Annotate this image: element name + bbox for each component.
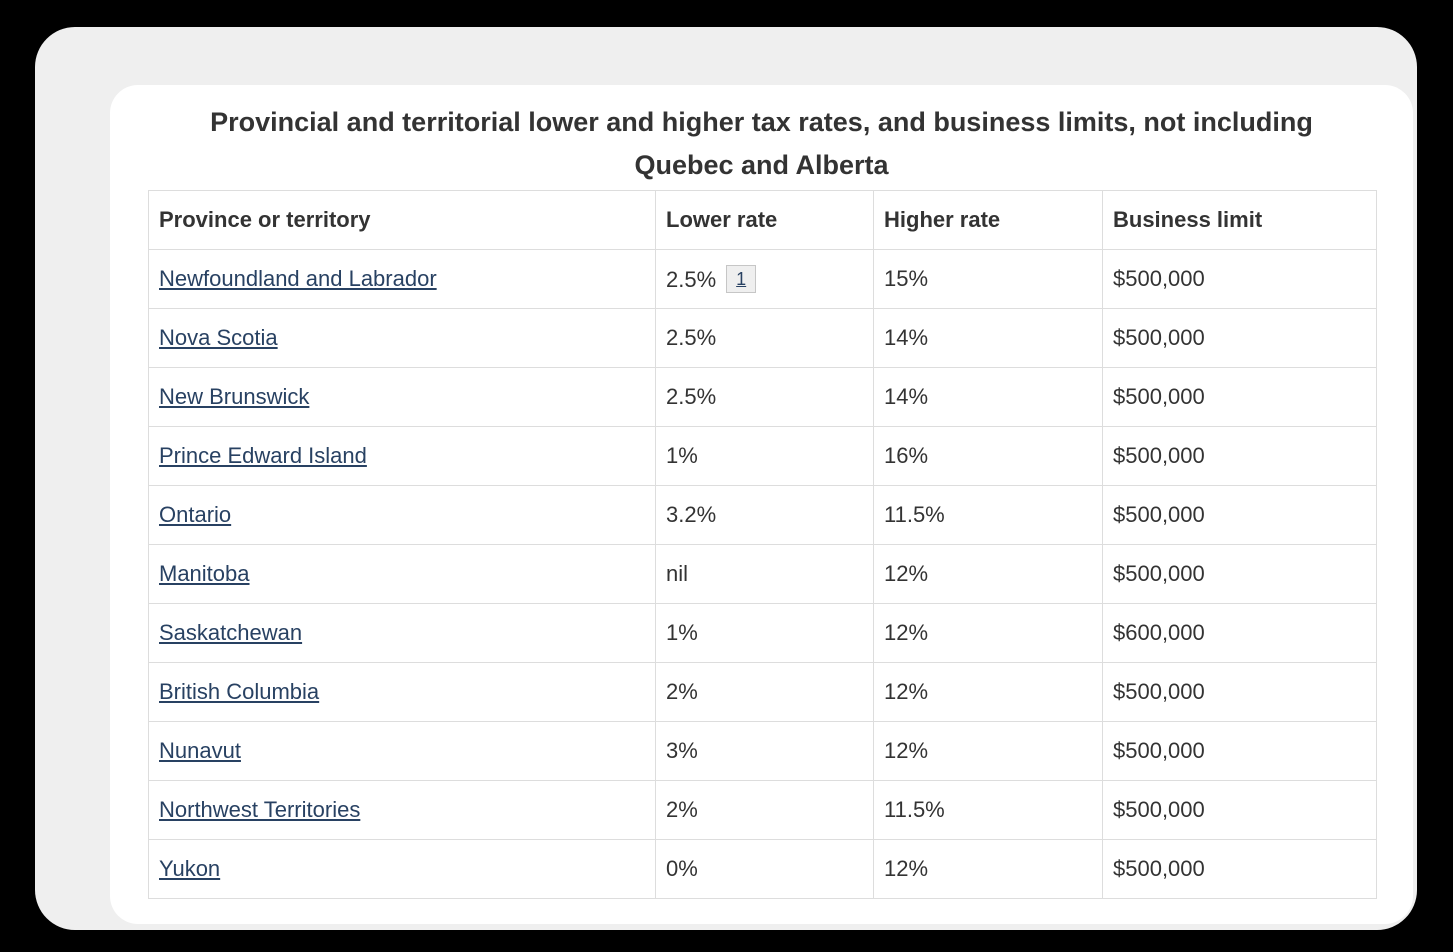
column-header: Lower rate: [655, 190, 874, 250]
table-row: Saskatchewan 1% 12% $600,000: [148, 603, 1377, 663]
lower-rate-cell: 2%: [655, 780, 874, 840]
table-row: Prince Edward Island 1% 16% $500,000: [148, 426, 1377, 486]
province-cell: Ontario: [148, 485, 656, 545]
higher-rate-cell: 15%: [873, 249, 1103, 309]
business-limit-cell: $500,000: [1102, 662, 1377, 722]
business-limit-cell: $500,000: [1102, 367, 1377, 427]
lower-rate-cell: 2.5%: [655, 308, 874, 368]
province-link[interactable]: Nova Scotia: [159, 325, 278, 350]
lower-rate-cell: 2.5%: [655, 367, 874, 427]
province-cell: Saskatchewan: [148, 603, 656, 663]
column-header: Province or territory: [148, 190, 656, 250]
lower-rate-cell: 3.2%: [655, 485, 874, 545]
lower-rate-cell: 1%: [655, 603, 874, 663]
lower-rate-value: 3.2%: [666, 502, 717, 527]
business-limit-cell: $500,000: [1102, 721, 1377, 781]
province-link[interactable]: Yukon: [159, 856, 221, 881]
table-row: Manitoba nil 12% $500,000: [148, 544, 1377, 604]
business-limit-cell: $500,000: [1102, 544, 1377, 604]
lower-rate-value: nil: [666, 561, 689, 586]
lower-rate-cell: 2%: [655, 662, 874, 722]
province-link[interactable]: Manitoba: [159, 561, 250, 586]
lower-rate-value: 2%: [666, 797, 698, 822]
screenshot-panel: Provincial and territorial lower and hig…: [35, 27, 1417, 930]
business-limit-cell: $500,000: [1102, 426, 1377, 486]
province-link[interactable]: New Brunswick: [159, 384, 310, 409]
lower-rate-value: 2.5%: [666, 384, 717, 409]
table-head: Province or territory Lower rate Higher ra…: [148, 190, 1377, 250]
lower-rate-value: 1%: [666, 443, 698, 468]
lower-rate-cell: 0%: [655, 839, 874, 899]
province-link[interactable]: Prince Edward Island: [159, 443, 367, 468]
province-link[interactable]: Newfoundland and Labrador: [159, 266, 437, 291]
higher-rate-cell: 12%: [873, 839, 1103, 899]
table-header-row: Province or territory Lower rate Higher ra…: [148, 190, 1377, 250]
footnote-link[interactable]: 1: [736, 269, 747, 289]
province-link[interactable]: Nunavut: [159, 738, 241, 763]
lower-rate-cell: 1%: [655, 426, 874, 486]
table-row: British Columbia 2% 12% $500,000: [148, 662, 1377, 722]
higher-rate-cell: 12%: [873, 662, 1103, 722]
table-body: Newfoundland and Labrador 2.5% 1 15% $500,00…: [148, 249, 1377, 899]
table-row: Nunavut 3% 12% $500,000: [148, 721, 1377, 781]
higher-rate-cell: 11.5%: [873, 485, 1103, 545]
province-cell: Yukon: [148, 839, 656, 899]
table-row: Newfoundland and Labrador 2.5% 1 15% $500,00…: [148, 249, 1377, 309]
higher-rate-cell: 16%: [873, 426, 1103, 486]
higher-rate-cell: 12%: [873, 603, 1103, 663]
province-cell: Newfoundland and Labrador: [148, 249, 656, 309]
column-header: Business limit: [1102, 190, 1377, 250]
footnote-marker: 1: [726, 265, 757, 293]
table-row: Northwest Territories 2% 11.5% $500,000: [148, 780, 1377, 840]
business-limit-cell: $500,000: [1102, 780, 1377, 840]
province-link[interactable]: Northwest Territories: [159, 797, 361, 822]
province-link[interactable]: Ontario: [159, 502, 232, 527]
higher-rate-cell: 14%: [873, 367, 1103, 427]
business-limit-cell: $600,000: [1102, 603, 1377, 663]
lower-rate-value: 3%: [666, 738, 698, 763]
lower-rate-cell: 3%: [655, 721, 874, 781]
higher-rate-cell: 12%: [873, 544, 1103, 604]
lower-rate-cell: 2.5% 1: [655, 249, 874, 309]
province-cell: British Columbia: [148, 662, 656, 722]
higher-rate-cell: 14%: [873, 308, 1103, 368]
province-cell: Manitoba: [148, 544, 656, 604]
province-cell: Nunavut: [148, 721, 656, 781]
lower-rate-value: 2.5%: [666, 325, 717, 350]
higher-rate-cell: 12%: [873, 721, 1103, 781]
lower-rate-value: 2.5%: [666, 267, 717, 292]
business-limit-cell: $500,000: [1102, 249, 1377, 309]
lower-rate-cell: nil: [655, 544, 874, 604]
content-card: Provincial and territorial lower and hig…: [110, 85, 1413, 924]
business-limit-cell: $500,000: [1102, 485, 1377, 545]
lower-rate-value: 1%: [666, 620, 698, 645]
province-cell: New Brunswick: [148, 367, 656, 427]
table-row: New Brunswick 2.5% 14% $500,000: [148, 367, 1377, 427]
business-limit-cell: $500,000: [1102, 308, 1377, 368]
province-cell: Northwest Territories: [148, 780, 656, 840]
lower-rate-value: 2%: [666, 679, 698, 704]
province-link[interactable]: British Columbia: [159, 679, 320, 704]
table-row: Nova Scotia 2.5% 14% $500,000: [148, 308, 1377, 368]
province-link[interactable]: Saskatchewan: [159, 620, 303, 645]
table-row: Yukon 0% 12% $500,000: [148, 839, 1377, 899]
table-row: Ontario 3.2% 11.5% $500,000: [148, 485, 1377, 545]
tax-rates-table: Province or territory Lower rate Higher ra…: [148, 190, 1377, 899]
business-limit-cell: $500,000: [1102, 839, 1377, 899]
lower-rate-value: 0%: [666, 856, 698, 881]
column-header: Higher rate: [873, 190, 1103, 250]
table-title: Provincial and territorial lower and hig…: [210, 107, 1313, 180]
province-cell: Nova Scotia: [148, 308, 656, 368]
higher-rate-cell: 11.5%: [873, 780, 1103, 840]
province-cell: Prince Edward Island: [148, 426, 656, 486]
